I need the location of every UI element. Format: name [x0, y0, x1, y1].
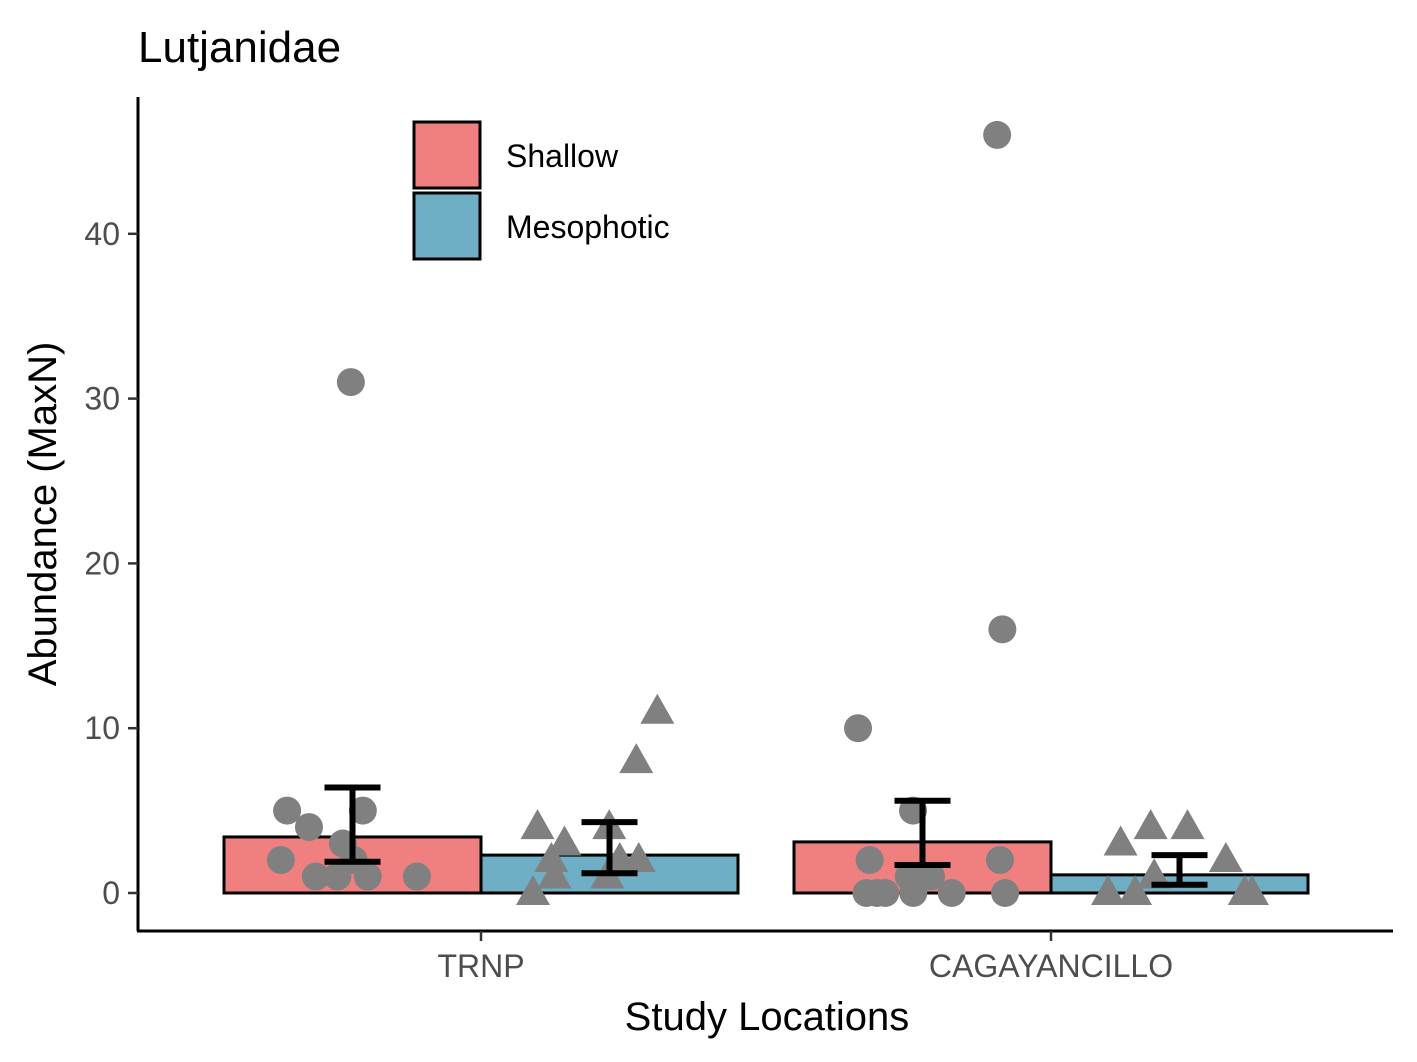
- legend: Shallow Mesophotic: [412, 120, 670, 261]
- point-mesophotic: [1103, 825, 1138, 856]
- point-mesophotic: [547, 825, 582, 856]
- point-mesophotic: [1118, 875, 1153, 905]
- point-shallow: [273, 796, 302, 825]
- point-mesophotic: [534, 842, 569, 873]
- y-axis-title: Abundance (MaxN): [21, 342, 65, 687]
- chart-title: Lutjanidae: [138, 23, 341, 72]
- x-tick-label: TRNP: [437, 948, 524, 984]
- point-shallow: [844, 714, 873, 743]
- y-ticks: 0 10 20 30 40: [84, 216, 138, 911]
- errorbar-mesophotic-cagayancillo: [1151, 852, 1208, 888]
- y-tick-label: 30: [84, 381, 120, 417]
- x-ticks: TRNP CAGAYANCILLO: [437, 931, 1173, 984]
- point-shallow: [294, 813, 323, 842]
- point-mesophotic: [516, 875, 551, 905]
- point-shallow: [988, 615, 1017, 644]
- point-shallow: [983, 120, 1012, 149]
- point-shallow: [266, 846, 295, 875]
- point-shallow: [348, 796, 377, 825]
- point-shallow: [991, 879, 1020, 907]
- point-mesophotic: [640, 693, 675, 724]
- y-tick-label: 0: [102, 875, 120, 911]
- legend-label-shallow: Shallow: [506, 138, 619, 174]
- legend-label-mesophotic: Mesophotic: [506, 209, 670, 245]
- errorbars-layer: [324, 784, 1208, 888]
- point-mesophotic: [1137, 858, 1172, 889]
- point-shallow: [323, 862, 352, 891]
- point-shallow: [985, 846, 1014, 875]
- point-shallow: [855, 846, 884, 875]
- point-mesophotic: [520, 809, 555, 840]
- point-mesophotic: [1091, 875, 1126, 905]
- legend-swatch-shallow: [412, 120, 482, 190]
- x-tick-label: CAGAYANCILLO: [929, 948, 1173, 984]
- point-shallow: [863, 879, 892, 907]
- point-mesophotic: [1208, 842, 1243, 873]
- y-tick-label: 40: [84, 216, 120, 252]
- errorbar-shallow-cagayancillo: [894, 797, 951, 868]
- point-shallow: [301, 862, 330, 891]
- point-mesophotic: [1170, 809, 1205, 840]
- point-shallow: [937, 879, 966, 907]
- y-tick-label: 20: [84, 545, 120, 581]
- point-shallow: [402, 862, 431, 891]
- point-mesophotic: [619, 743, 654, 774]
- point-mesophotic: [1227, 875, 1262, 905]
- errorbar-shallow-trnp: [324, 784, 381, 865]
- point-mesophotic: [1133, 809, 1168, 840]
- point-shallow: [336, 368, 365, 397]
- point-mesophotic: [537, 858, 572, 889]
- errorbar-mesophotic-trnp: [581, 819, 638, 877]
- point-shallow: [353, 862, 382, 891]
- point-shallow: [917, 862, 946, 891]
- y-tick-label: 10: [84, 710, 120, 746]
- point-shallow: [899, 879, 928, 907]
- legend-swatch-mesophotic: [412, 191, 482, 261]
- x-axis-title: Study Locations: [625, 995, 910, 1039]
